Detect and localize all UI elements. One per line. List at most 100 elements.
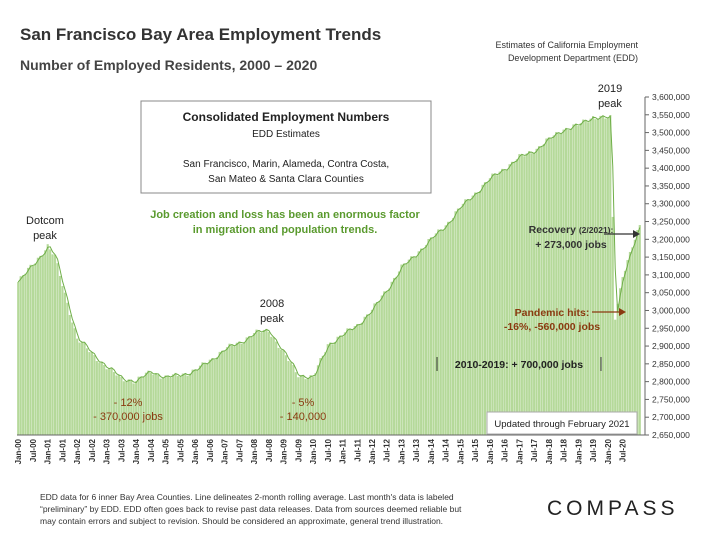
bar: [270, 336, 273, 435]
bar: [154, 372, 157, 435]
bar: [284, 355, 288, 435]
x-tick-label: Jan-16: [486, 438, 495, 464]
y-tick-label: 3,550,000: [652, 110, 690, 120]
bar: [41, 255, 44, 435]
bar: [108, 368, 111, 435]
bar: [513, 162, 516, 435]
bar: [307, 378, 310, 435]
bar: [474, 192, 477, 435]
bar: [218, 351, 221, 435]
bar: [36, 257, 39, 435]
bar: [311, 376, 315, 435]
green-note-line1: Job creation and loss has been an enormo…: [150, 209, 420, 221]
pandemic-arrowhead: [619, 308, 626, 316]
bar-series: [17, 115, 641, 436]
x-tick-label: Jan-06: [191, 438, 200, 464]
bar: [252, 333, 256, 435]
peak2008-label-1: 2008: [260, 298, 284, 310]
bar: [203, 363, 207, 435]
bar: [17, 282, 20, 435]
bar: [174, 372, 177, 435]
bar: [208, 359, 211, 435]
bar: [569, 128, 573, 436]
updated-label: Updated through February 2021: [494, 419, 629, 430]
bar: [152, 374, 155, 435]
bar: [427, 239, 430, 435]
x-tick-label: Jul-17: [530, 438, 539, 462]
bar: [442, 230, 445, 435]
y-tick-label: 3,600,000: [652, 92, 690, 102]
bar: [277, 347, 280, 435]
bar: [338, 335, 342, 435]
bar: [289, 362, 292, 435]
bar: [417, 251, 420, 435]
bar: [326, 344, 329, 435]
bar: [343, 332, 347, 435]
bar: [211, 358, 214, 435]
bar: [353, 326, 356, 435]
y-tick-label: 2,800,000: [652, 377, 690, 387]
bar: [181, 373, 184, 435]
bar: [378, 301, 381, 435]
x-tick-label: Jul-12: [383, 438, 392, 462]
bar: [550, 138, 553, 435]
bar: [162, 377, 165, 435]
bar: [577, 126, 580, 435]
bar: [587, 122, 590, 435]
bar: [85, 348, 89, 435]
bar: [626, 260, 629, 435]
bar: [39, 255, 42, 435]
bar: [361, 322, 364, 435]
bar: [606, 117, 609, 436]
bar: [506, 169, 509, 436]
drop-dotcom-1: - 12%: [114, 397, 143, 409]
bar: [228, 343, 231, 435]
bar: [525, 153, 528, 436]
bar: [164, 375, 167, 435]
x-tick-label: Jul-10: [324, 438, 333, 462]
bar: [275, 341, 278, 435]
bar: [385, 291, 388, 435]
bar: [257, 331, 261, 435]
bar: [44, 250, 47, 435]
bar: [142, 376, 145, 435]
bar: [469, 200, 472, 435]
bar: [22, 275, 25, 435]
bar: [63, 292, 66, 435]
x-axis: Jan-00 Jul-00 Jan-01 Jul-01 Jan-02 Jul-02 Jan-…: [14, 434, 645, 464]
bar: [68, 315, 71, 435]
x-tick-label: Jan-02: [73, 438, 82, 464]
bar: [103, 365, 106, 435]
y-tick-label: 3,200,000: [652, 234, 690, 244]
bar: [243, 342, 246, 435]
compass-logo: COMPASS: [547, 497, 678, 520]
x-tick-label: Jul-18: [560, 438, 569, 462]
bar: [117, 374, 121, 435]
bar: [245, 337, 248, 435]
bar: [407, 259, 410, 435]
bar: [373, 303, 376, 435]
y-tick-label: 2,750,000: [652, 394, 690, 404]
bar: [466, 199, 469, 435]
bar: [171, 374, 175, 435]
bar: [235, 342, 238, 435]
bar: [110, 367, 113, 435]
drop-2008-1: - 5%: [292, 397, 315, 409]
bar: [574, 123, 577, 436]
x-tick-label: Jul-16: [501, 438, 510, 462]
bar: [34, 263, 37, 435]
bar: [540, 146, 543, 435]
x-tick-label: Jul-09: [294, 438, 303, 462]
x-tick-label: Jul-04: [147, 438, 156, 462]
y-axis: 2,650,000 2,700,000 2,750,000 2,800,000 2,85…: [644, 92, 690, 440]
bar: [127, 379, 130, 435]
bar: [557, 133, 560, 435]
bar: [601, 115, 604, 436]
bar: [132, 383, 135, 435]
bar: [189, 373, 192, 435]
bar: [265, 328, 268, 435]
bar: [341, 336, 344, 435]
bar: [464, 199, 467, 435]
trend-line: [17, 115, 641, 383]
bar: [221, 350, 224, 435]
